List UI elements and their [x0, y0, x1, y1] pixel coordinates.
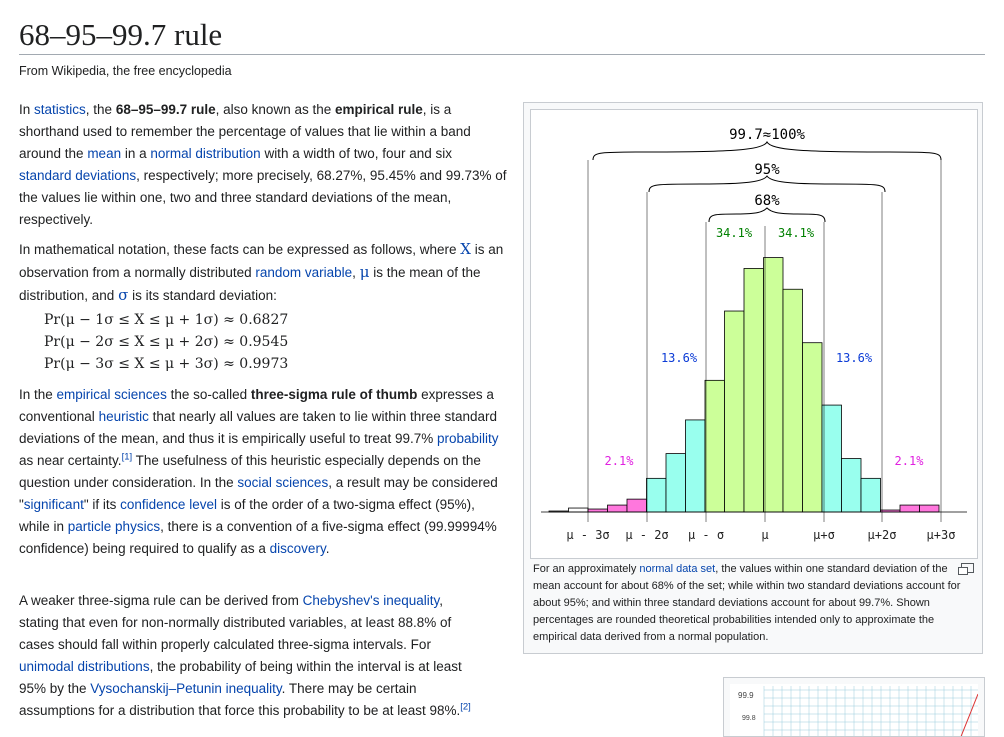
figure-caption: For an approximately normal data set, th…	[533, 563, 961, 643]
link-mean[interactable]: mean	[87, 146, 122, 161]
link-significant[interactable]: significant	[23, 497, 84, 512]
label-341-right: 34.1%	[778, 226, 815, 240]
label-997: 99.7≈100%	[729, 127, 805, 143]
link-normal-data-set[interactable]: normal data set	[639, 563, 716, 575]
histogram-bar	[704, 379, 725, 513]
brace-95	[648, 175, 886, 193]
label-95: 95%	[754, 162, 780, 178]
symbol-mu[interactable]: μ	[359, 263, 370, 281]
link-vysochanskij-petunin[interactable]: Vysochanskij–Petunin inequality	[90, 681, 282, 696]
histogram-bar	[919, 504, 940, 513]
link-particle-physics[interactable]: particle physics	[67, 519, 161, 534]
equation-1: Pr(μ − 1σ ≤ X ≤ μ + 1σ) ≈ 0.6827	[44, 312, 289, 328]
page-title: 68–95–99.7 rule	[19, 17, 223, 52]
x-tick-label: μ+2σ	[868, 528, 897, 542]
label-136-right: 13.6%	[836, 351, 873, 365]
histogram-bar	[607, 504, 628, 513]
link-chebyshev-inequality[interactable]: Chebyshev's inequality	[302, 593, 440, 608]
link-discovery[interactable]: discovery	[269, 541, 326, 556]
enlarge-icon[interactable]	[958, 563, 974, 575]
chebyshev-paragraph: A weaker three-sigma rule can be derived…	[19, 593, 471, 718]
histogram-bar	[782, 288, 803, 513]
label-68: 68%	[754, 193, 780, 209]
link-statistics[interactable]: statistics	[34, 102, 86, 117]
symbol-sigma[interactable]: σ	[118, 286, 129, 304]
second-figure-box: 99.9 99.8	[723, 677, 985, 737]
equation-2: Pr(μ − 2σ ≤ X ≤ μ + 2σ) ≈ 0.9545	[44, 334, 289, 350]
second-curve	[960, 693, 979, 736]
histogram-bar	[743, 268, 764, 513]
link-probability[interactable]: probability	[436, 431, 499, 446]
histogram-bar	[899, 504, 920, 513]
histogram-bar	[626, 498, 647, 513]
x-tick-label: μ	[761, 528, 768, 542]
label-341-left: 34.1%	[716, 226, 753, 240]
page-tagline: From Wikipedia, the free encyclopedia	[19, 64, 232, 78]
histogram-bar	[665, 453, 686, 513]
equation-3: Pr(μ − 3σ ≤ X ≤ μ + 3σ) ≈ 0.9973	[44, 356, 289, 372]
second-tick-2: 99.8	[742, 715, 756, 722]
histogram-bar	[860, 477, 881, 513]
brace-68	[708, 207, 826, 223]
x-tick-label: μ - 3σ	[566, 528, 609, 542]
histogram-bar	[841, 458, 862, 513]
title-divider	[19, 54, 985, 55]
three-sigma-paragraph: In the empirical sciences the so-called …	[19, 387, 499, 556]
link-heuristic[interactable]: heuristic	[98, 409, 149, 424]
link-unimodal-distributions[interactable]: unimodal distributions	[19, 659, 150, 674]
link-standard-deviations[interactable]: standard deviations	[19, 168, 137, 183]
label-21-left: 2.1%	[605, 454, 635, 468]
histogram-bar	[821, 404, 842, 513]
histogram-bar	[568, 507, 589, 513]
notation-paragraph: In mathematical notation, these facts ca…	[19, 240, 504, 304]
link-confidence-level[interactable]: confidence level	[120, 497, 217, 512]
histogram-bar	[587, 508, 608, 513]
label-21-right: 2.1%	[895, 454, 925, 468]
histogram-bar	[724, 310, 745, 513]
link-normal-distribution[interactable]: normal distribution	[150, 146, 261, 161]
second-tick-1: 99.9	[738, 691, 754, 700]
figure-image[interactable]: 99.7≈100% 95% 68% 34.1% 34.1% 13.6% 13.6…	[530, 109, 978, 559]
label-136-left: 13.6%	[661, 351, 698, 365]
link-social-sciences[interactable]: social sciences	[237, 475, 329, 490]
histogram-bar	[763, 257, 784, 513]
histogram-chart: 99.7≈100% 95% 68% 34.1% 34.1% 13.6% 13.6…	[541, 127, 967, 542]
link-random-variable[interactable]: random variable	[255, 265, 353, 280]
reference-1[interactable]: [1]	[121, 451, 133, 463]
histogram-bar	[685, 419, 706, 513]
x-tick-label: μ - 2σ	[625, 528, 668, 542]
second-chart: 99.9 99.8	[738, 686, 979, 736]
second-figure-image[interactable]: 99.9 99.8	[730, 684, 979, 736]
symbol-x[interactable]: X	[460, 240, 471, 258]
histogram-bar	[802, 342, 823, 513]
x-tick-label: μ+σ	[813, 528, 835, 542]
link-empirical-sciences[interactable]: empirical sciences	[56, 387, 167, 402]
brace-997	[592, 140, 942, 161]
reference-2[interactable]: [2]	[460, 701, 471, 713]
x-tick-label: μ+3σ	[927, 528, 956, 542]
x-tick-label: μ - σ	[688, 528, 724, 542]
histogram-bar	[646, 477, 667, 513]
figure-box: 99.7≈100% 95% 68% 34.1% 34.1% 13.6% 13.6…	[523, 102, 983, 654]
intro-paragraph: In statistics, the 68–95–99.7 rule, also…	[19, 102, 507, 227]
